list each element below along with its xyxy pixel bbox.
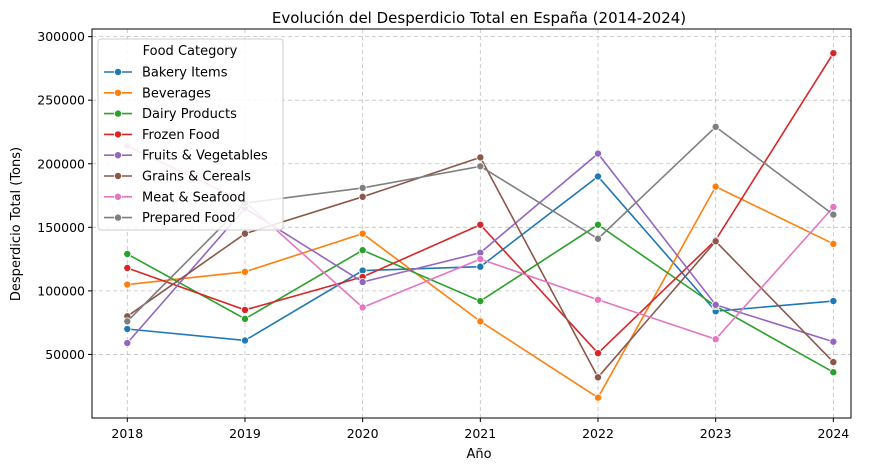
data-point bbox=[711, 335, 720, 344]
data-point bbox=[594, 172, 603, 181]
legend-swatch-marker bbox=[114, 68, 123, 77]
x-tick-label: 2021 bbox=[464, 426, 496, 441]
data-point bbox=[829, 202, 838, 211]
data-point bbox=[711, 237, 720, 246]
legend-swatch-marker bbox=[114, 109, 123, 118]
data-point bbox=[240, 314, 249, 323]
data-point bbox=[594, 149, 603, 158]
data-point bbox=[829, 337, 838, 346]
legend-label: Fruits & Vegetables bbox=[142, 149, 268, 164]
data-point bbox=[594, 393, 603, 402]
legend-item: Beverages bbox=[104, 86, 211, 101]
data-point bbox=[358, 303, 367, 312]
series-bakery-items bbox=[123, 172, 838, 345]
data-point bbox=[829, 297, 838, 306]
legend-box bbox=[97, 38, 284, 231]
legend-label: Prepared Food bbox=[142, 211, 236, 226]
data-point bbox=[594, 295, 603, 304]
legend-swatch-marker bbox=[114, 192, 123, 201]
data-point bbox=[829, 49, 838, 58]
x-tick-label: 2023 bbox=[700, 426, 732, 441]
legend-item: Fruits & Vegetables bbox=[104, 149, 268, 164]
data-point bbox=[240, 336, 249, 345]
data-point bbox=[594, 234, 603, 243]
legend-label: Grains & Cereals bbox=[142, 170, 251, 185]
legend-item: Dairy Products bbox=[104, 107, 237, 122]
data-point bbox=[711, 182, 720, 191]
data-point bbox=[240, 229, 249, 238]
data-point bbox=[476, 262, 485, 271]
y-tick-label: 300000 bbox=[37, 29, 85, 44]
legend-swatch-marker bbox=[114, 213, 123, 222]
data-point bbox=[711, 122, 720, 131]
data-point bbox=[123, 338, 132, 347]
data-point bbox=[594, 373, 603, 382]
x-axis-label: Año bbox=[466, 447, 491, 462]
legend-swatch-marker bbox=[114, 88, 123, 97]
data-point bbox=[829, 239, 838, 248]
data-point bbox=[476, 297, 485, 306]
legend-label: Beverages bbox=[142, 86, 211, 101]
data-point bbox=[829, 368, 838, 377]
data-point bbox=[358, 246, 367, 255]
legend-label: Dairy Products bbox=[142, 107, 237, 122]
legend-item: Frozen Food bbox=[104, 128, 220, 143]
x-tick-label: 2018 bbox=[111, 426, 143, 441]
legend-swatch-marker bbox=[114, 171, 123, 180]
data-point bbox=[594, 220, 603, 229]
data-point bbox=[476, 162, 485, 171]
data-point bbox=[476, 317, 485, 326]
y-tick-label: 150000 bbox=[37, 220, 85, 235]
data-point bbox=[123, 317, 132, 326]
data-point bbox=[358, 183, 367, 192]
legend-swatch-marker bbox=[114, 130, 123, 139]
series-beverages bbox=[123, 182, 838, 402]
data-point bbox=[476, 220, 485, 229]
series-layer bbox=[123, 49, 838, 402]
legend-title: Food Category bbox=[143, 44, 238, 59]
data-point bbox=[829, 358, 838, 367]
legend-label: Frozen Food bbox=[142, 128, 220, 143]
data-point bbox=[476, 153, 485, 162]
y-tick-label: 200000 bbox=[37, 156, 85, 171]
data-point bbox=[123, 280, 132, 289]
data-point bbox=[358, 277, 367, 286]
x-tick-label: 2024 bbox=[817, 426, 849, 441]
data-point bbox=[358, 192, 367, 201]
y-axis-label: Desperdicio Total (Tons) bbox=[9, 147, 24, 301]
x-tick-label: 2020 bbox=[347, 426, 379, 441]
data-point bbox=[829, 210, 838, 219]
y-tick-label: 250000 bbox=[37, 93, 85, 108]
legend-item: Bakery Items bbox=[104, 66, 228, 81]
y-axis-ticks: 50000 100000 150000 200000 250000 300000 bbox=[37, 29, 92, 362]
legend-item: Grains & Cereals bbox=[104, 170, 251, 185]
legend-item: Meat & Seafood bbox=[104, 190, 246, 205]
legend-swatch-marker bbox=[114, 151, 123, 160]
data-point bbox=[123, 263, 132, 272]
data-point bbox=[594, 349, 603, 358]
legend-label: Meat & Seafood bbox=[142, 190, 246, 205]
data-point bbox=[711, 300, 720, 309]
legend-item: Prepared Food bbox=[104, 211, 236, 226]
y-tick-label: 100000 bbox=[37, 283, 85, 298]
grid-lines bbox=[92, 29, 851, 418]
chart-title: Evolución del Desperdicio Total en Españ… bbox=[272, 9, 686, 27]
x-axis-ticks: 2018 2019 2020 2021 2022 2023 2024 bbox=[111, 418, 849, 441]
y-tick-label: 50000 bbox=[45, 347, 85, 362]
x-tick-label: 2019 bbox=[229, 426, 261, 441]
data-point bbox=[123, 325, 132, 334]
x-tick-label: 2022 bbox=[582, 426, 614, 441]
data-point bbox=[123, 250, 132, 259]
legend-items: Bakery Items Beverages Dairy Products Froze… bbox=[104, 66, 268, 226]
data-point bbox=[240, 305, 249, 314]
legend: Food Category Bakery Items Beverages Dairy… bbox=[97, 38, 284, 231]
plot-frame bbox=[91, 28, 852, 419]
data-point bbox=[358, 229, 367, 238]
legend-label: Bakery Items bbox=[142, 66, 228, 81]
data-point bbox=[476, 255, 485, 264]
data-point bbox=[240, 267, 249, 276]
